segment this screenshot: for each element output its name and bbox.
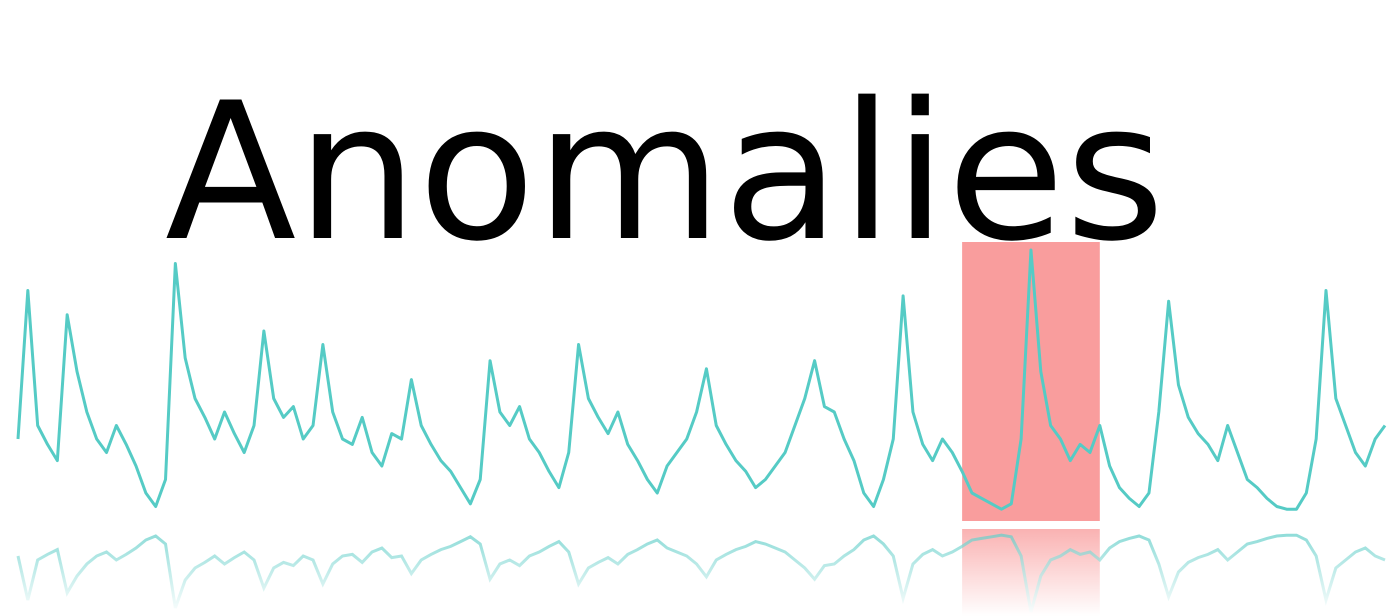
- series-line: [16, 248, 1387, 511]
- chart-title: Anomalies: [165, 62, 1165, 283]
- reflection-fade: [0, 528, 1400, 616]
- anomaly-highlight: [962, 242, 1100, 521]
